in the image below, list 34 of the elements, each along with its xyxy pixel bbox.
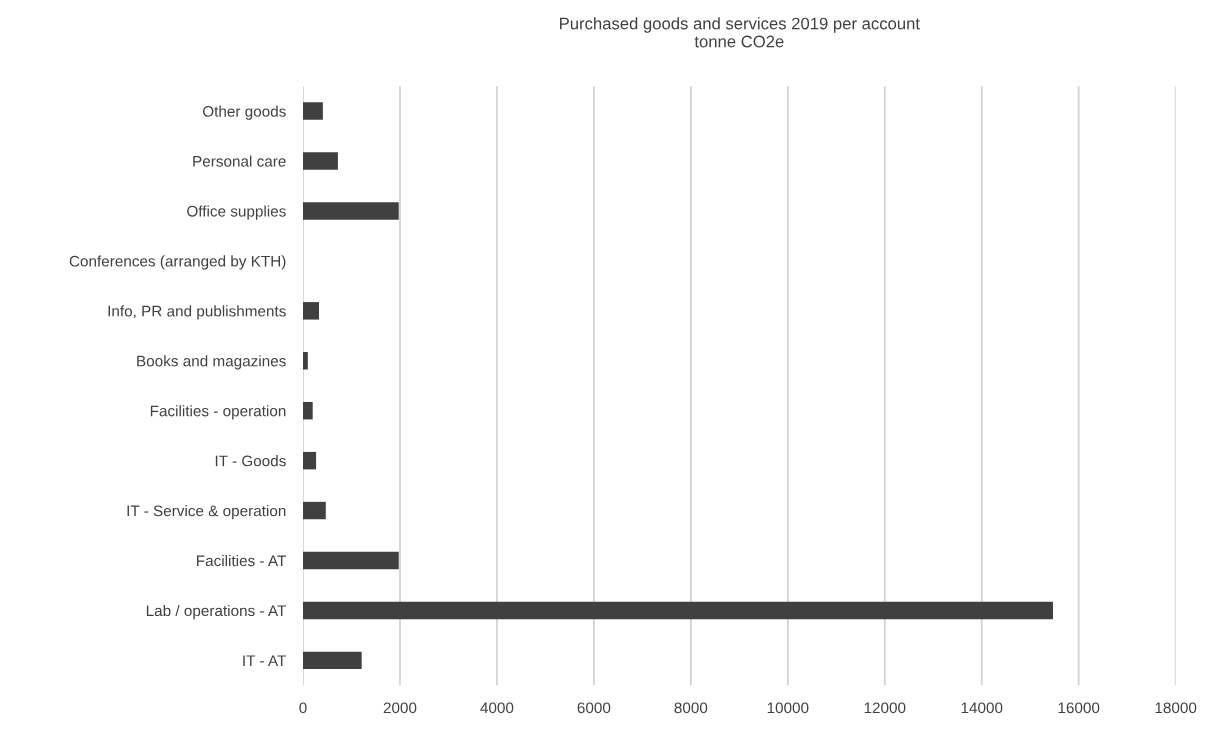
y-tick-label: Lab / operations - AT: [146, 604, 286, 620]
y-tick-label: Other goods: [202, 105, 286, 120]
y-tick-label: IT - Service & operation: [127, 505, 286, 520]
bar: [303, 202, 399, 220]
y-tick-label: Conferences (arranged by KTH): [69, 255, 286, 270]
bar: [303, 551, 399, 570]
x-tick-label: 6000: [577, 702, 611, 714]
y-tick-label: Books and magazines: [137, 355, 286, 370]
x-tick-label: 0: [299, 702, 307, 714]
bar: [303, 352, 308, 370]
y-tick-label: IT - Goods: [215, 455, 286, 467]
bar: [303, 651, 362, 670]
y-tick-label: Personal care: [193, 155, 286, 167]
y-tick-label: Office supplies: [187, 205, 286, 220]
chart-title: Purchased goods and services 2019 per account tonne CO2e: [560, 17, 920, 48]
x-tick-label: 12000: [864, 702, 906, 714]
x-tick-label: 10000: [767, 702, 809, 714]
bar: [303, 451, 317, 470]
x-tick-label: 8000: [674, 702, 708, 714]
y-tick-label: Facilities - operation: [150, 405, 286, 420]
bar: [303, 302, 319, 320]
bar: [303, 102, 323, 120]
x-tick-label: 4000: [480, 702, 514, 714]
x-tick-label: 2000: [383, 702, 417, 714]
x-tick-label: 16000: [1058, 702, 1100, 714]
bar: [303, 152, 338, 170]
bar: [303, 401, 313, 420]
bar: [303, 501, 326, 520]
x-tick-label: 14000: [961, 702, 1003, 714]
y-tick-label: Facilities - AT: [197, 554, 286, 567]
bar: [303, 601, 1053, 620]
y-tick-label: IT - AT: [243, 655, 286, 666]
x-tick-label: 18000: [1155, 702, 1197, 714]
y-tick-label: Info, PR and publishments: [108, 305, 286, 320]
